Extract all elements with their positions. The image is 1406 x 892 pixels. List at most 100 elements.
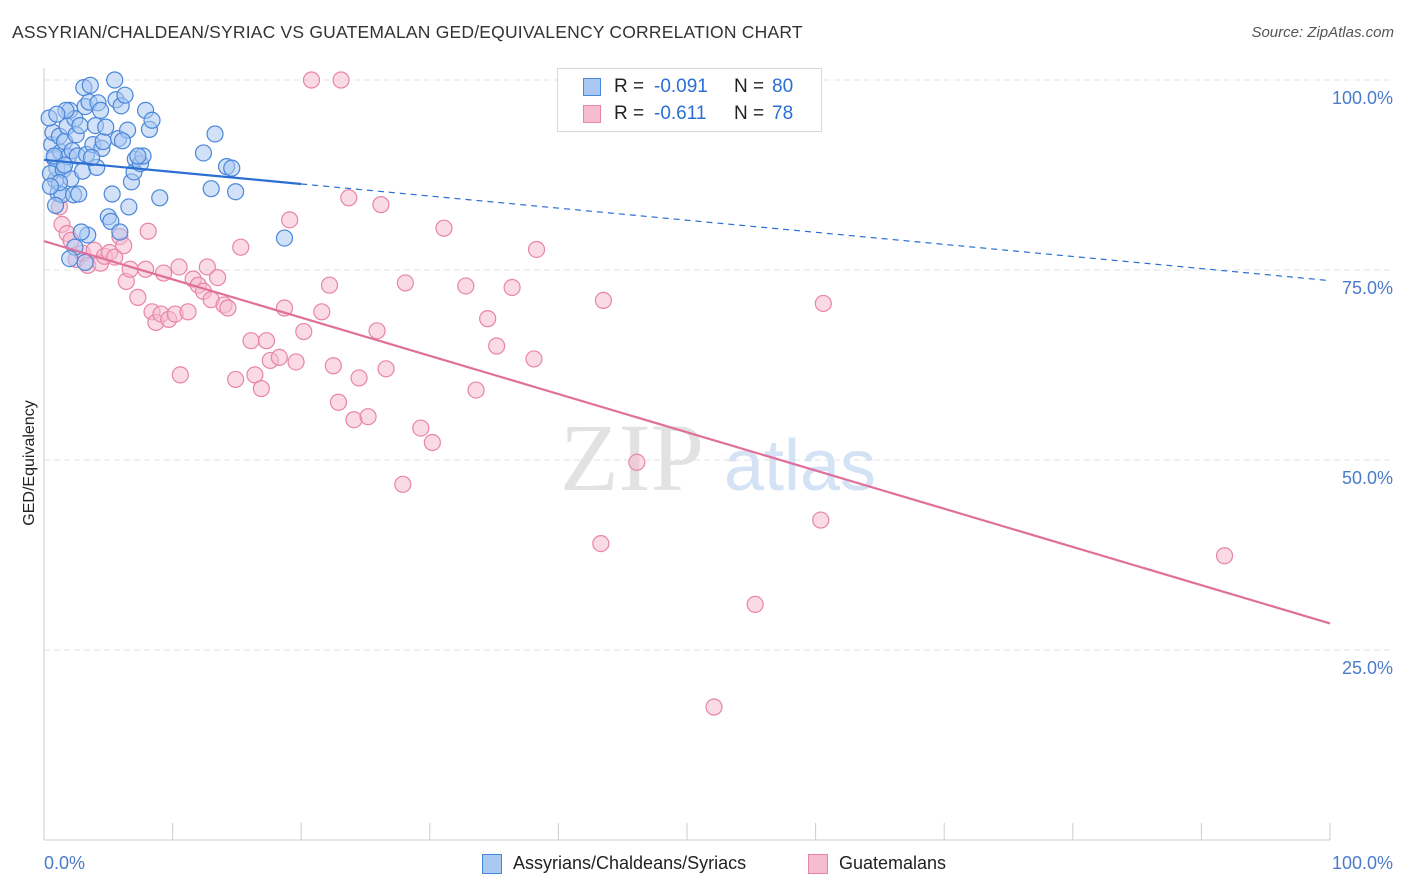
data-point-assyrians (143, 111, 161, 129)
data-point-guatemalans (394, 475, 412, 493)
gridlines (44, 79, 1394, 651)
n-label: N = (734, 76, 765, 97)
stats-row-blue: R = -0.091 N = 80 (558, 75, 821, 101)
data-point-assyrians (129, 147, 147, 165)
blue-swatch (583, 78, 601, 96)
data-point-guatemalans (359, 408, 377, 426)
data-point-assyrians (72, 223, 90, 241)
trend-lines (43, 158, 1331, 625)
trend-line-assyrians (43, 158, 302, 186)
data-point-guatemalans (302, 71, 321, 89)
data-point-assyrians (275, 229, 294, 247)
data-point-assyrians (91, 101, 110, 120)
data-point-guatemalans (209, 269, 227, 287)
n-value: 78 (772, 103, 794, 124)
legend-swatch-blue (482, 854, 502, 874)
source-label: Source: ZipAtlas.com (1251, 24, 1394, 41)
data-point-guatemalans (219, 299, 237, 317)
data-point-guatemalans (139, 222, 157, 240)
data-point-guatemalans (232, 238, 250, 256)
data-point-assyrians (82, 148, 101, 167)
data-point-guatemalans (324, 357, 342, 375)
watermark: ZIP atlas (560, 404, 876, 511)
data-point-guatemalans (340, 189, 358, 207)
data-point-guatemalans (257, 332, 276, 350)
r-value: -0.091 (654, 76, 708, 97)
x-tick-label: 100.0% (1332, 853, 1393, 873)
data-point-guatemalans (467, 381, 485, 399)
data-point-assyrians (97, 118, 115, 136)
data-point-assyrians (113, 132, 132, 150)
trend-line-guatemalans (43, 240, 1331, 625)
data-point-guatemalans (198, 258, 216, 276)
data-point-guatemalans (594, 291, 613, 309)
data-point-guatemalans (179, 303, 197, 321)
data-point-guatemalans (396, 274, 414, 292)
data-point-assyrians (106, 71, 124, 89)
legend-label: Assyrians/Chaldeans/Syriacs (513, 853, 747, 873)
data-point-guatemalans (329, 393, 348, 411)
data-point-guatemalans (705, 698, 723, 716)
pink-swatch (583, 105, 601, 123)
trend-line-assyrians-extension (301, 183, 1331, 282)
data-point-guatemalans (1215, 547, 1234, 565)
axes (43, 68, 1331, 841)
data-point-assyrians (223, 159, 241, 177)
legend-swatch-pink (808, 854, 828, 874)
data-point-assyrians (111, 223, 129, 241)
data-point-assyrians (70, 185, 88, 203)
data-point-guatemalans (320, 276, 339, 294)
data-point-assyrians (46, 196, 65, 214)
data-point-assyrians (202, 180, 220, 198)
data-point-assyrians (194, 144, 213, 162)
data-point-assyrians (227, 183, 245, 201)
r-label: R = (614, 103, 645, 124)
data-point-guatemalans (281, 211, 299, 229)
data-point-guatemalans (372, 196, 390, 214)
data-point-guatemalans (503, 278, 521, 297)
data-point-guatemalans (488, 337, 506, 355)
legend-label: Guatemalans (839, 853, 947, 873)
data-point-guatemalans (412, 419, 430, 437)
data-point-guatemalans (628, 453, 646, 471)
data-point-guatemalans (252, 379, 270, 398)
data-point-assyrians (48, 105, 66, 123)
data-point-guatemalans (242, 332, 260, 350)
x-tick-label: 0.0% (44, 853, 85, 873)
stats-box: R = -0.091 N = 80 R = -0.611 N = 78 (557, 68, 822, 132)
data-point-assyrians (76, 253, 94, 271)
data-point-assyrians (151, 189, 169, 207)
data-point-guatemalans (332, 71, 350, 89)
y-tick-label: 50.0% (1342, 468, 1393, 488)
data-point-guatemalans (377, 360, 395, 378)
data-point-guatemalans (368, 322, 386, 340)
data-point-assyrians (81, 76, 99, 94)
data-point-assyrians (116, 86, 134, 104)
data-point-guatemalans (227, 370, 245, 389)
data-point-guatemalans (812, 511, 830, 529)
data-point-guatemalans (345, 411, 363, 429)
data-point-guatemalans (525, 350, 543, 368)
data-point-assyrians (94, 132, 112, 151)
n-label: N = (734, 103, 765, 124)
r-value: -0.611 (654, 103, 707, 124)
series-guatemalans (50, 71, 1234, 716)
data-point-guatemalans (746, 595, 764, 614)
data-point-assyrians (41, 177, 60, 195)
data-point-guatemalans (592, 534, 610, 553)
data-point-guatemalans (527, 240, 546, 259)
data-point-guatemalans (170, 258, 188, 276)
data-point-guatemalans (479, 310, 497, 328)
data-point-guatemalans (350, 369, 368, 387)
y-tick-label: 25.0% (1342, 658, 1393, 678)
data-point-assyrians (206, 125, 224, 143)
data-point-assyrians (120, 198, 138, 216)
chart-title: ASSYRIAN/CHALDEAN/SYRIAC VS GUATEMALAN G… (12, 22, 803, 42)
data-point-guatemalans (270, 348, 288, 366)
r-label: R = (614, 76, 645, 97)
tick-labels: 25.0% 50.0% 75.0% 100.0% 0.0% 100.0% (44, 88, 1393, 873)
data-point-guatemalans (435, 219, 453, 237)
data-point-guatemalans (171, 366, 189, 384)
n-value: 80 (772, 76, 794, 97)
